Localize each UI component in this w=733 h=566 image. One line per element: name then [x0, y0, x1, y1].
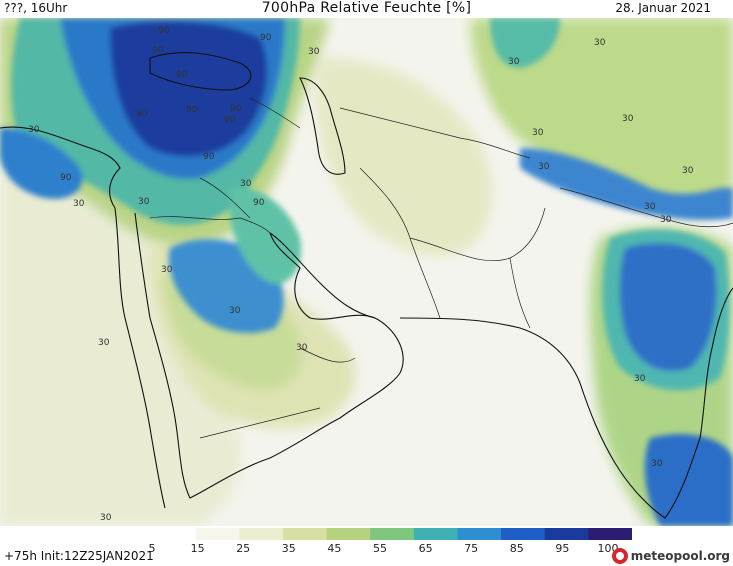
contour-label: 90 — [158, 26, 170, 36]
humidity-map: 90 90 90 90 90 90 90 90 90 90 90 30 30 3… — [0, 18, 733, 526]
legend-swatch — [413, 528, 458, 540]
legend-tick-label: 5 — [148, 542, 156, 555]
contour-label: 30 — [73, 199, 85, 209]
contour-label: 30 — [651, 459, 663, 469]
contour-label: 30 — [240, 179, 252, 189]
legend-swatch — [195, 528, 240, 540]
forecast-weekday-time: ???, 16Uhr — [4, 1, 68, 15]
country-borders — [149, 97, 733, 439]
border-saudi-south — [199, 407, 321, 439]
field-teal-northeast — [490, 18, 560, 68]
field-blue-west — [0, 128, 83, 199]
border-saudi-north — [149, 216, 271, 234]
contour-label: 30 — [538, 162, 550, 172]
contour-label: 30 — [532, 128, 544, 138]
coastline-red-sea-east — [134, 212, 404, 499]
contour-label: 90 — [224, 115, 236, 125]
brand-name: meteopool.org — [630, 549, 730, 563]
legend-swatch — [544, 528, 589, 540]
contour-label: 90 — [152, 46, 164, 56]
contour-label: 30 — [594, 38, 606, 48]
legend-tick-label: 35 — [281, 542, 296, 555]
contour-label: 30 — [308, 47, 320, 57]
contour-label: 90 — [60, 173, 72, 183]
coastlines — [0, 52, 733, 519]
contour-labels: 90 90 90 90 90 90 90 90 90 90 90 30 30 3… — [28, 26, 694, 523]
legend-swatch — [457, 528, 502, 540]
legend-tick-label: 95 — [555, 542, 570, 555]
legend-tick-label: 65 — [418, 542, 433, 555]
contour-label: 30 — [100, 513, 112, 523]
field-blue-southeast — [644, 434, 733, 526]
field-green-northeast — [470, 18, 733, 212]
coastline-caspian — [299, 77, 346, 175]
contour-label: 90 — [230, 104, 242, 114]
contour-label: 90 — [260, 33, 272, 43]
contour-label: 90 — [186, 105, 198, 115]
contour-label: 90 — [176, 70, 188, 80]
legend-tick-label: 15 — [190, 542, 205, 555]
contour-label: 30 — [296, 343, 308, 353]
coastline-mediterranean — [0, 126, 121, 209]
contour-label: 30 — [622, 114, 634, 124]
legend-swatch — [588, 528, 632, 540]
contour-label: 30 — [98, 338, 110, 348]
legend-tick-label: 75 — [464, 542, 479, 555]
coastline-red-sea-west — [114, 207, 166, 509]
legend-swatch — [370, 528, 415, 540]
brand-logo[interactable]: meteopool.org — [611, 548, 730, 564]
contour-label: 90 — [203, 152, 215, 162]
coastline-persian-gulf-north — [269, 232, 376, 319]
humidity-fields — [0, 18, 733, 526]
field-blue-himalaya — [520, 148, 733, 220]
legend-end-arrow — [626, 528, 632, 540]
contour-label: 30 — [508, 57, 520, 67]
contour-label: 30 — [682, 166, 694, 176]
coastline-south-asia — [399, 287, 733, 519]
legend-tick-label: 45 — [327, 542, 342, 555]
border-india-nepal — [559, 187, 733, 228]
brand-icon — [611, 548, 628, 564]
humidity-legend-bar — [152, 528, 632, 540]
field-navy-north — [110, 21, 268, 157]
legend-swatch — [152, 528, 197, 540]
contour-label: 30 — [644, 202, 656, 212]
border-oman — [299, 347, 356, 363]
field-teal-gulf — [230, 187, 301, 284]
legend-tick-label: 25 — [236, 542, 251, 555]
contour-label: 30 — [161, 265, 173, 275]
legend-swatch — [326, 528, 371, 540]
forecast-run-info: +75h Init:12Z25JAN2021 — [4, 549, 154, 563]
legend-tick-label: 85 — [509, 542, 524, 555]
contour-label: 30 — [229, 306, 241, 316]
contour-label: 30 — [634, 374, 646, 384]
coastline-black-sea — [149, 52, 252, 91]
contour-label: 30 — [138, 197, 150, 207]
contour-label: 90 — [136, 109, 148, 119]
contour-label: 30 — [660, 215, 672, 225]
field-tan-iran — [316, 58, 493, 256]
border-iraq — [199, 177, 251, 219]
border-central-asia — [339, 107, 531, 159]
border-caucasus — [249, 97, 301, 129]
legend-swatch — [501, 528, 546, 540]
forecast-date: 28. Januar 2021 — [615, 1, 711, 15]
map-title: 700hPa Relative Feuchte [%] — [261, 0, 472, 16]
contour-label: 90 — [253, 198, 265, 208]
field-blue-east-india — [619, 243, 717, 372]
contour-label: 30 — [28, 125, 40, 135]
legend-swatch — [282, 528, 328, 540]
legend-tick-label: 55 — [373, 542, 387, 555]
legend-swatch — [239, 528, 284, 540]
field-dry-west — [0, 156, 242, 526]
border-pakistan-india — [509, 257, 531, 329]
